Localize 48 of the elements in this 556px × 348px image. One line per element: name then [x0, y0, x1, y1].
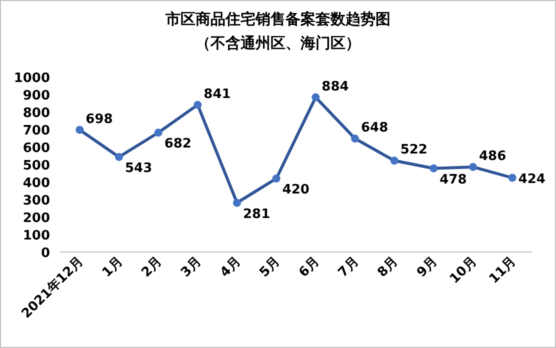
data-label: 543 — [125, 160, 152, 176]
point — [194, 100, 202, 109]
data-label: 478 — [440, 172, 467, 188]
data-label: 522 — [400, 142, 428, 158]
x-tick-label: 8月 — [374, 254, 402, 280]
point — [76, 126, 84, 134]
y-tick-label: 300 — [22, 194, 50, 208]
x-tick-label: 5月 — [256, 254, 284, 280]
point — [430, 164, 438, 172]
x-tick-label: 6月 — [296, 254, 322, 280]
y-tick-label: 400 — [22, 176, 50, 191]
x-tick-label: 3月 — [178, 254, 204, 280]
point — [115, 152, 123, 161]
x-tick-label: 7月 — [336, 254, 362, 280]
y-tick-label: 500 — [22, 158, 50, 174]
data-label: 648 — [361, 120, 388, 136]
point — [390, 156, 398, 165]
point — [469, 162, 477, 171]
chart-title: 市区商品住宅销售备案套数趋势图 — [164, 10, 390, 28]
data-label: 682 — [164, 136, 192, 152]
chart-subtitle: （不含通州区、海门区） — [196, 34, 360, 52]
y-tick-label: 100 — [22, 228, 50, 244]
y-tick-label: 700 — [22, 124, 50, 138]
y-tick-label: 600 — [22, 141, 50, 156]
data-label: 281 — [243, 206, 270, 222]
x-tick-label: 2月 — [138, 254, 166, 280]
x-tick-label: 1月 — [100, 254, 126, 280]
point — [312, 93, 320, 102]
x-tick-label: 11月 — [486, 254, 520, 287]
data-label: 424 — [518, 172, 546, 187]
x-tick-label: 4月 — [218, 254, 244, 280]
data-label: 698 — [86, 112, 113, 127]
data-label: 884 — [322, 79, 349, 94]
point — [154, 128, 162, 137]
point — [272, 174, 280, 182]
x-tick-label: 9月 — [414, 254, 440, 280]
point — [351, 134, 359, 143]
y-tick-label: 0 — [40, 246, 50, 261]
data-label: 486 — [479, 148, 506, 164]
y-tick-label: 1000 — [14, 71, 50, 86]
x-tick-label: 10月 — [447, 254, 480, 287]
y-tick-label: 800 — [22, 106, 50, 121]
data-label: 841 — [204, 86, 231, 102]
data-label: 420 — [282, 182, 310, 198]
point — [508, 174, 516, 182]
point — [233, 198, 241, 207]
y-tick-label: 200 — [22, 211, 50, 226]
y-tick-label: 900 — [22, 88, 50, 104]
